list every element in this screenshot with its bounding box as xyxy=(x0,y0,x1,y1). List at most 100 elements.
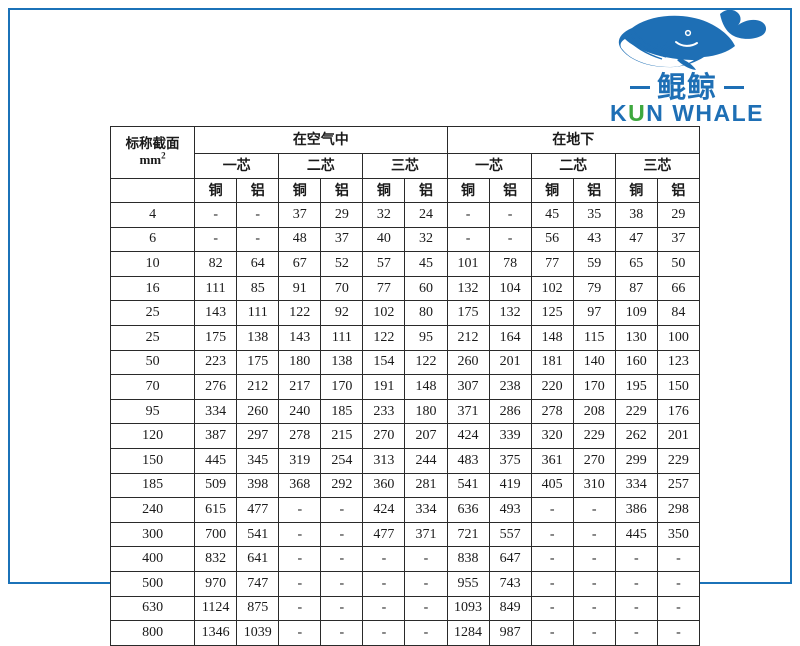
cell-value: 175 xyxy=(236,349,280,376)
cell-value: 29 xyxy=(656,202,701,228)
cell-value: 541 xyxy=(236,521,280,548)
cell-value: 477 xyxy=(362,521,406,548)
cell-section: 500 xyxy=(109,570,196,597)
header-nominal-section: 标称截面 mm2 xyxy=(109,126,196,179)
cell-value: 175 xyxy=(446,300,490,326)
cell-value: 102 xyxy=(530,275,574,302)
cell-value: 100 xyxy=(656,324,701,351)
cell-value: 84 xyxy=(656,300,701,326)
header-row-metal: 铜 铝 铜 铝 铜 铝 铜 铝 铜 铝 铜 铝 xyxy=(109,178,701,203)
cell-section: 185 xyxy=(109,472,196,499)
cell-value: - xyxy=(656,620,701,646)
cell-value: 191 xyxy=(362,374,406,400)
cell-value: 24 xyxy=(404,202,448,228)
cell-value: 361 xyxy=(530,447,574,474)
cell-value: 43 xyxy=(572,226,616,253)
cell-value: 254 xyxy=(320,447,364,474)
cell-value: 57 xyxy=(362,251,406,277)
cell-value: 32 xyxy=(362,202,406,228)
cell-value: 615 xyxy=(194,497,238,523)
cell-value: 636 xyxy=(446,497,490,523)
cell-value: - xyxy=(614,546,658,572)
header-group-in-air: 在空气中 xyxy=(194,126,448,154)
header-core-air-2: 二芯 xyxy=(278,153,364,179)
cell-value: 77 xyxy=(530,251,574,277)
table-row: 50 223 175 180 138 154 122 260 201 181 140 160 123 xyxy=(109,349,701,376)
cell-value: 238 xyxy=(488,374,532,400)
cell-value: 122 xyxy=(404,349,448,376)
cell-value: 45 xyxy=(404,251,448,277)
cell-value: 212 xyxy=(446,324,490,351)
cell-value: 260 xyxy=(446,349,490,376)
cell-value: 64 xyxy=(236,251,280,277)
cell-value: 97 xyxy=(572,300,616,326)
cell-value: - xyxy=(362,620,406,646)
cell-value: - xyxy=(572,546,616,572)
table-row: 120 387 297 278 215 270 207 424 339 320 229 262 201 xyxy=(109,423,701,449)
cell-value: - xyxy=(614,570,658,597)
header-metal-10: 铜 xyxy=(614,178,658,203)
cell-value: 91 xyxy=(278,275,322,302)
cell-value: 509 xyxy=(194,472,238,499)
cell-value: - xyxy=(278,570,322,597)
cell-value: 176 xyxy=(656,398,701,425)
cell-value: 111 xyxy=(194,275,238,302)
table-row: 800 1346 1039- - - -1284 987- - - - xyxy=(109,620,701,646)
cell-value: 66 xyxy=(656,275,701,302)
cell-value: 1284 xyxy=(446,620,490,646)
cell-value: 229 xyxy=(572,423,616,449)
cell-value: 35 xyxy=(572,202,616,228)
cell-value: 368 xyxy=(278,472,322,499)
cell-value: 45 xyxy=(530,202,574,228)
cell-value: - xyxy=(404,620,448,646)
cell-value: 334 xyxy=(614,472,658,499)
cell-value: 148 xyxy=(530,324,574,351)
cell-value: 307 xyxy=(446,374,490,400)
header-core-air-1: 一芯 xyxy=(194,153,280,179)
cell-value: 154 xyxy=(362,349,406,376)
cell-value: 743 xyxy=(488,570,532,597)
cell-section: 70 xyxy=(109,374,196,400)
cell-value: 207 xyxy=(404,423,448,449)
cell-value: 48 xyxy=(278,226,322,253)
cell-value: 85 xyxy=(236,275,280,302)
cell-value: - xyxy=(530,497,574,523)
header-metal-0: 铜 xyxy=(194,178,238,203)
cell-value: 37 xyxy=(656,226,701,253)
cell-section: 16 xyxy=(109,275,196,302)
cell-value: - xyxy=(278,497,322,523)
table-row: 6- -48 37 40 32- -56 43 47 37 xyxy=(109,226,701,253)
whale-icon xyxy=(618,9,767,70)
cell-value: 297 xyxy=(236,423,280,449)
header-row-group: 标称截面 mm2 在空气中 在地下 xyxy=(109,126,700,179)
cell-value: - xyxy=(572,521,616,548)
cell-value: - xyxy=(530,521,574,548)
logo-english-name: KUN WHALE xyxy=(592,102,782,125)
cell-value: 260 xyxy=(236,398,280,425)
cell-value: - xyxy=(530,570,574,597)
header-metal-7: 铝 xyxy=(488,178,532,203)
cell-value: 125 xyxy=(530,300,574,326)
cell-value: 180 xyxy=(278,349,322,376)
cell-value: - xyxy=(320,570,364,597)
cell-value: 398 xyxy=(236,472,280,499)
header-group-underground: 在地下 xyxy=(446,126,700,154)
cell-value: - xyxy=(362,546,406,572)
cell-value: 278 xyxy=(530,398,574,425)
cell-value: 1346 xyxy=(194,620,238,646)
cell-value: - xyxy=(614,620,658,646)
cell-value: 170 xyxy=(572,374,616,400)
cell-value: 143 xyxy=(194,300,238,326)
cell-value: 50 xyxy=(656,251,701,277)
cell-section: 50 xyxy=(109,349,196,376)
table-row: 240 615 477- -424 334 636 493- -386 298 xyxy=(109,497,701,523)
logo-chinese-text: 鲲鲸 xyxy=(656,69,717,104)
cell-section: 6 xyxy=(109,226,196,253)
cell-value: 493 xyxy=(488,497,532,523)
cell-value: 229 xyxy=(614,398,658,425)
cell-value: 223 xyxy=(194,349,238,376)
cell-value: 557 xyxy=(488,521,532,548)
cell-value: - xyxy=(278,546,322,572)
cell-section: 25 xyxy=(109,300,196,326)
cell-value: 67 xyxy=(278,251,322,277)
